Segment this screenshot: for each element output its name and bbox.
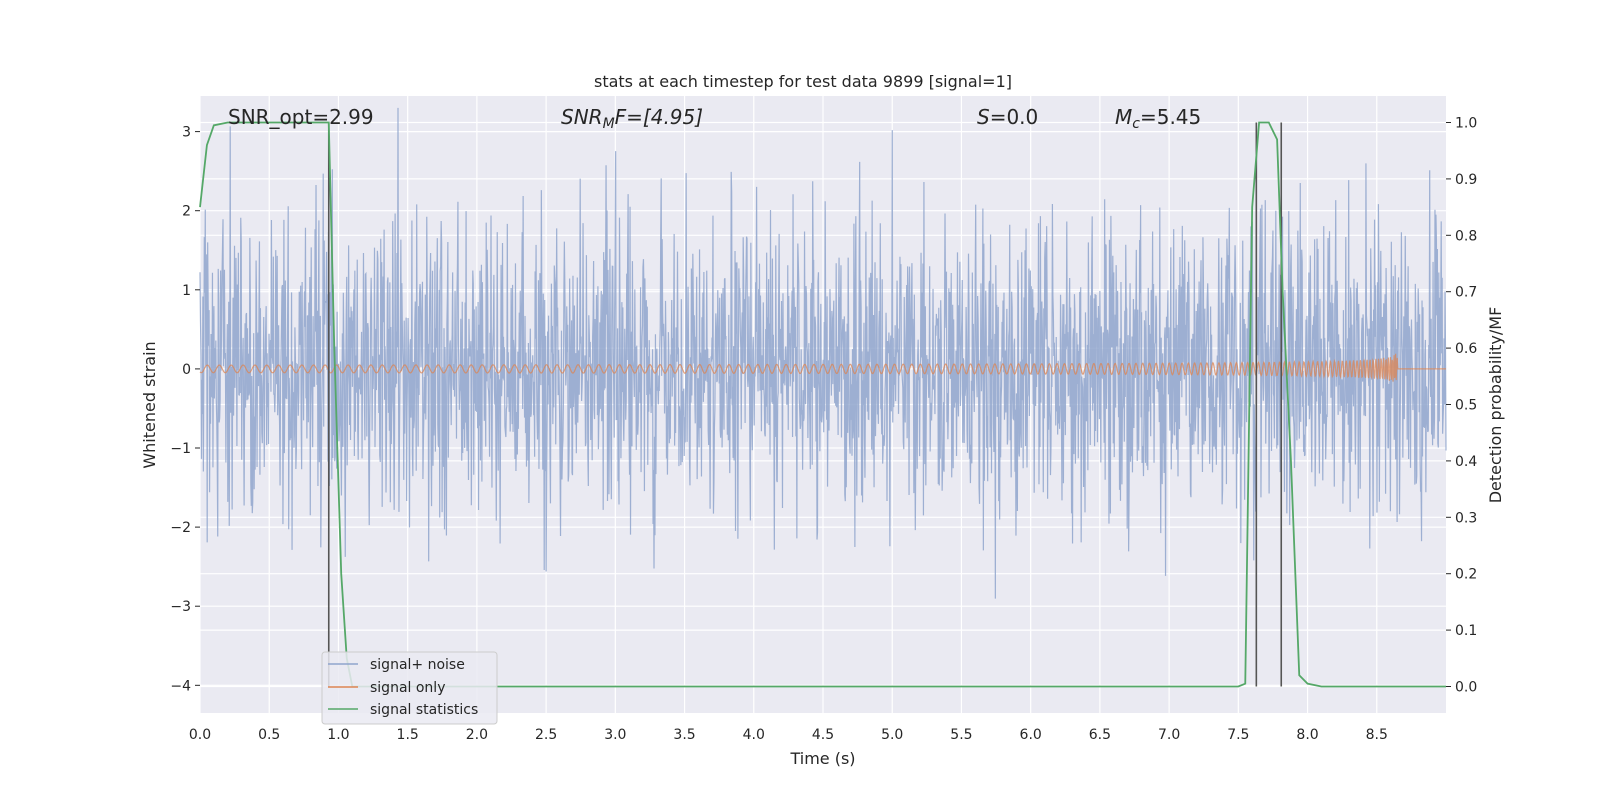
x-tick-label: 3.5 <box>673 727 695 743</box>
legend-box <box>321 651 498 725</box>
x-tick-label: 3.0 <box>604 727 626 743</box>
y-tick-label-right: 0.2 <box>1455 567 1477 583</box>
y-ticks-left: 3 2 1 0 −1 −2 −3 −4 <box>170 125 200 694</box>
legend: signal+ noise signal only signal statist… <box>321 651 498 725</box>
y-tick-label-right: 0.7 <box>1455 285 1477 301</box>
y-tick-label-left: 0 <box>182 362 191 378</box>
x-tick-label: 5.5 <box>950 727 972 743</box>
x-tick-label: 2.5 <box>535 727 557 743</box>
x-tick-label: 7.0 <box>1158 727 1180 743</box>
annotation-snr-opt: SNR_opt=2.99 <box>228 105 374 129</box>
y-tick-label-right: 0.3 <box>1455 510 1477 526</box>
y-tick-label-right: 0.0 <box>1455 679 1477 695</box>
legend-label-signal-statistics: signal statistics <box>370 702 478 718</box>
y-tick-label-left: −1 <box>170 441 191 457</box>
signal-statistics-line <box>199 121 1446 688</box>
y-axis-label-left: Whitened strain <box>140 341 159 468</box>
x-tick-label: 8.0 <box>1296 727 1318 743</box>
y-axis-label-right: Detection probability/MF <box>1486 307 1505 504</box>
y-tick-label-right: 0.5 <box>1455 398 1477 414</box>
x-tick-label: 6.0 <box>1020 727 1042 743</box>
x-tick-label: 7.5 <box>1227 727 1249 743</box>
x-tick-label: 5.0 <box>881 727 903 743</box>
x-tick-label: 8.5 <box>1366 727 1388 743</box>
annotation-s: S=0.0 <box>977 105 1038 129</box>
noise-line <box>199 107 1447 599</box>
y-tick-label-right: 0.6 <box>1455 341 1477 357</box>
chart-title: stats at each timestep for test data 989… <box>594 72 1012 91</box>
series-signal-only <box>199 353 1446 382</box>
x-tick-label: 0.0 <box>189 727 211 743</box>
x-axis-label: Time (s) <box>789 749 855 768</box>
annotation-mc: Mc=5.45 <box>1115 105 1201 132</box>
vertical-markers <box>327 122 1283 687</box>
annotation-snr-mf: SNRMF=[4.95] <box>561 105 703 132</box>
y-tick-label-right: 0.9 <box>1455 172 1477 188</box>
y-tick-label-right: 0.8 <box>1455 228 1477 244</box>
x-tick-label: 1.5 <box>397 727 419 743</box>
x-tick-label: 6.5 <box>1089 727 1111 743</box>
legend-label-signal-plus-noise: signal+ noise <box>370 657 465 673</box>
x-tick-label: 1.0 <box>327 727 349 743</box>
x-tick-label: 4.0 <box>743 727 765 743</box>
y-tick-label-left: −4 <box>170 678 191 694</box>
x-tick-label: 0.5 <box>258 727 280 743</box>
y-tick-label-left: 3 <box>182 125 191 141</box>
signal-only-line <box>199 353 1446 382</box>
x-tick-label: 4.5 <box>812 727 834 743</box>
x-tick-label: 2.0 <box>466 727 488 743</box>
y-tick-label-left: −2 <box>170 520 191 536</box>
x-ticks: 0.0 0.5 1.0 1.5 2.0 2.5 3.0 3.5 4.0 4.5 5.0 5.5 6.0 6… <box>189 727 1388 743</box>
y-tick-label-left: 2 <box>182 204 191 220</box>
y-tick-label-right: 1.0 <box>1455 116 1477 132</box>
y-tick-label-right: 0.1 <box>1455 623 1477 639</box>
y-tick-label-left: −3 <box>170 599 191 615</box>
series-signal-statistics <box>199 121 1446 688</box>
series-signal-plus-noise <box>199 107 1447 599</box>
y-tick-label-right: 0.4 <box>1455 454 1477 470</box>
y-tick-label-left: 1 <box>182 283 191 299</box>
legend-label-signal-only: signal only <box>370 680 445 696</box>
y-ticks-right: 1.0 0.9 0.8 0.7 0.6 0.5 0.4 0.3 0.2 0.1 0.0 <box>1446 116 1477 695</box>
